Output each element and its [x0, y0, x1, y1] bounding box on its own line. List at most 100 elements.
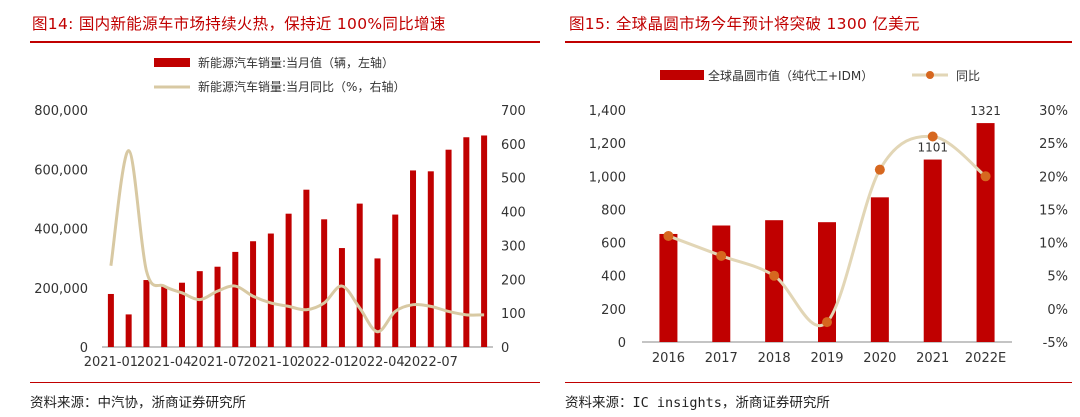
bar — [178, 282, 185, 347]
bar-data-label: 1101 — [917, 141, 948, 155]
bar — [976, 123, 995, 342]
line-marker — [769, 270, 780, 281]
line-marker — [716, 250, 727, 261]
bar — [143, 280, 150, 347]
bar — [161, 285, 168, 347]
bar — [659, 233, 678, 342]
y-right-tick-label: 0 — [501, 341, 509, 356]
bar — [196, 271, 203, 347]
bar — [818, 222, 836, 342]
legend-label-bar: 新能源汽车销量:当月值（辆，左轴） — [198, 55, 394, 70]
y-left-tick-label: 1,200 — [589, 137, 626, 152]
line-marker — [980, 171, 991, 182]
y-left-tick-label: 400 — [601, 270, 626, 285]
bar — [250, 241, 257, 347]
y-left-tick-label: 200 — [601, 303, 626, 318]
legend-swatch-bar — [154, 58, 190, 67]
y-right-tick-label: 100 — [501, 307, 526, 322]
x-tick-label: 2017 — [705, 351, 738, 366]
y-right-tick-label: 5% — [1047, 270, 1068, 285]
line-marker — [822, 317, 832, 328]
y-right-tick-label: -5% — [1043, 336, 1068, 351]
bar — [321, 219, 328, 347]
x-tick-label: 2022E — [965, 351, 1006, 366]
x-tick-label: 2022-04 — [350, 355, 404, 370]
bar — [232, 251, 239, 347]
x-tick-label: 2022-07 — [404, 355, 458, 370]
source-note: 资料来源：中汽协，浙商证券研究所 — [30, 395, 246, 411]
y-right-tick-label: 600 — [501, 138, 526, 153]
y-right-tick-label: 25% — [1039, 137, 1068, 152]
legend-swatch-marker — [926, 71, 934, 79]
x-tick-label: 2021-07 — [190, 355, 244, 370]
y-left-tick-label: 200,000 — [34, 282, 88, 297]
bar — [303, 189, 310, 347]
y-left-tick-label: 600 — [601, 237, 626, 252]
legend-swatch-bar — [660, 70, 704, 80]
bar-data-label: 1321 — [970, 104, 1001, 118]
y-left-tick-label: 0 — [80, 341, 88, 356]
x-tick-label: 2019 — [810, 351, 843, 366]
y-left-tick-label: 0 — [618, 336, 626, 351]
y-left-tick-label: 600,000 — [34, 163, 88, 178]
bar — [923, 159, 942, 342]
bar — [107, 293, 114, 347]
y-right-tick-label: 700 — [501, 104, 526, 119]
legend-label-line: 同比 — [956, 69, 980, 83]
bar — [463, 137, 470, 347]
chart-panel-right: 图15: 全球晶圆市场今年预计将突破 1300 亿美元 全球晶圆市值（纯代工+I… — [560, 0, 1080, 417]
x-tick-label: 2021-01 — [84, 355, 138, 370]
bar — [374, 258, 381, 347]
chart-panel-left: 图14: 国内新能源车市场持续火热，保持近 100%同比增速 新能源汽车销量:当… — [30, 15, 540, 411]
y-left-tick-label: 800,000 — [34, 104, 88, 119]
x-tick-label: 2022-01 — [297, 355, 351, 370]
chart-right-svg: 全球晶圆市值（纯代工+IDM） 同比 0 200 400 600 800 1,000 1,200… — [589, 68, 1068, 366]
x-tick-label: 2018 — [758, 351, 791, 366]
x-tick-label: 2021-04 — [137, 355, 191, 370]
y-right-tick-label: 400 — [501, 206, 526, 221]
source-rule — [565, 382, 1072, 383]
y-right-tick-label: 0% — [1047, 303, 1068, 318]
legend-label-line: 新能源汽车销量:当月同比（%，右轴） — [198, 79, 405, 94]
line-marker — [927, 131, 938, 142]
bar — [712, 225, 731, 342]
y-right-tick-label: 500 — [501, 172, 526, 187]
bar — [356, 203, 363, 347]
x-tick-label: 2021-10 — [244, 355, 298, 370]
x-tick-label: 2020 — [863, 351, 896, 366]
series-line — [109, 149, 485, 334]
line-marker — [874, 164, 885, 175]
title-rule — [30, 41, 540, 43]
bar — [870, 197, 889, 342]
y-left-tick-label: 1,400 — [589, 104, 626, 119]
bar — [214, 266, 221, 347]
y-left-tick-label: 1,000 — [589, 170, 626, 185]
bar — [285, 213, 292, 347]
line-marker — [663, 230, 674, 241]
chart-left-svg: 新能源汽车销量:当月值（辆，左轴） 新能源汽车销量:当月同比（%，右轴） 0 200,… — [34, 55, 526, 370]
y-right-tick-label: 300 — [501, 239, 526, 254]
y-right-tick-label: 200 — [501, 273, 526, 288]
y-right-tick-label: 20% — [1039, 170, 1068, 185]
bar — [338, 248, 345, 347]
x-tick-label: 2016 — [652, 351, 685, 366]
x-tick-label: 2021 — [916, 351, 949, 366]
legend-label-bar: 全球晶圆市值（纯代工+IDM） — [708, 68, 873, 83]
bar — [392, 214, 399, 347]
title-rule — [565, 41, 1072, 43]
y-right-tick-label: 30% — [1039, 104, 1068, 119]
y-left-tick-label: 800 — [601, 203, 626, 218]
bar — [125, 314, 132, 347]
bar — [481, 135, 488, 347]
bar — [765, 220, 784, 342]
bar — [445, 149, 452, 347]
bar — [267, 233, 274, 347]
y-right-tick-label: 10% — [1039, 237, 1068, 252]
source-rule — [30, 382, 540, 383]
chart-title: 图14: 国内新能源车市场持续火热，保持近 100%同比增速 — [32, 15, 446, 33]
bar — [410, 170, 417, 347]
source-note: 资料来源：IC insights，浙商证券研究所 — [565, 395, 830, 411]
y-right-tick-label: 15% — [1039, 203, 1068, 218]
y-left-tick-label: 400,000 — [34, 223, 88, 238]
chart-title: 图15: 全球晶圆市场今年预计将突破 1300 亿美元 — [569, 15, 920, 33]
